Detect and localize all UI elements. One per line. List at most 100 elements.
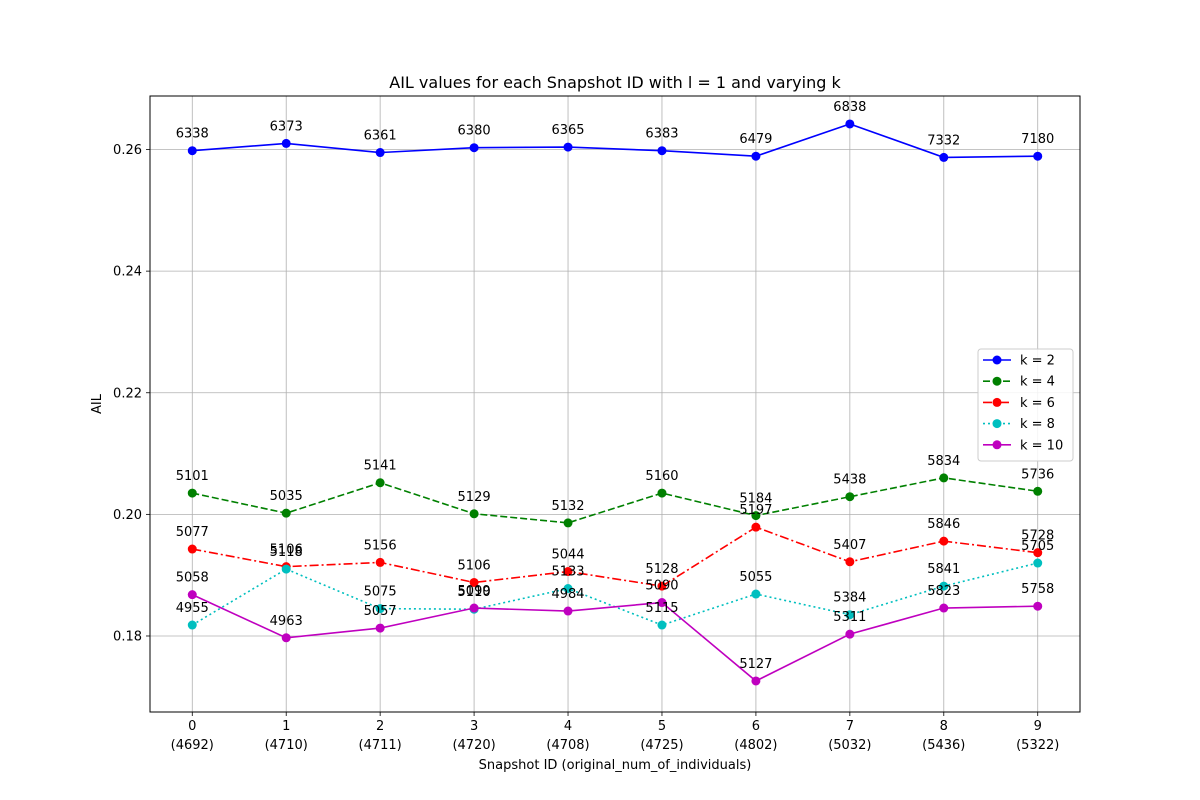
data-point [469,577,479,587]
data-label: 6338 [176,127,209,142]
data-point [469,603,479,613]
data-point [939,473,949,483]
x-tick-label: 4 [564,719,572,734]
x-tick-sublabel: (4708) [546,738,589,753]
data-label: 5132 [551,499,584,514]
data-label: 5077 [176,525,209,540]
legend-box [977,348,1074,462]
data-point [845,610,855,620]
data-point [657,620,667,630]
data-label: 7332 [927,133,960,148]
data-label: 6373 [270,119,303,134]
legend-label: k = 6 [1020,396,1055,411]
series-line-k10 [191,593,1038,682]
data-label: 5728 [1021,529,1054,544]
legend-marker [992,419,1002,429]
x-tick-sublabel: (5322) [1016,738,1059,753]
x-tick-sublabel: (4725) [640,738,683,753]
x-tick-sublabel: (4711) [359,738,402,753]
data-label: 5141 [364,459,397,474]
data-label: 5156 [364,538,397,553]
x-tick-sublabel: (4710) [265,738,308,753]
series-line-k2 [192,123,1038,159]
y-tick-label: 0.22 [113,386,142,401]
y-tick-label: 0.24 [113,265,142,280]
data-point [563,142,573,152]
data-point [187,146,197,156]
data-point [281,633,291,643]
data-point [845,629,855,639]
data-label: 5311 [833,610,866,625]
plot-frame [149,95,1081,713]
data-label: 5106 [270,543,303,558]
data-point [751,511,761,521]
data-label: 5055 [739,570,772,585]
data-label: 5834 [927,454,960,469]
data-label: 6383 [645,127,678,142]
data-label: 5846 [927,517,960,532]
x-tick-label: 6 [752,719,760,734]
data-point [187,620,197,630]
y-tick-label: 0.20 [113,508,142,523]
series-layer [187,119,1043,686]
data-label: 5384 [833,591,866,606]
legend-marker [992,355,1002,365]
x-axis-label: Snapshot ID (original_num_of_individuals… [479,758,752,773]
legend-label: k = 10 [1020,438,1063,453]
y-tick-label: 0.18 [113,629,142,644]
data-point [751,151,761,161]
data-point [1033,548,1043,558]
legend-marker [992,397,1002,407]
series-line-k6 [192,526,1038,587]
data-point [845,119,855,129]
x-tick-sublabel: (5032) [828,738,871,753]
x-tick-label: 2 [376,719,384,734]
data-label: 5197 [739,503,772,518]
legend-label: k = 2 [1020,354,1055,369]
x-tick-label: 9 [1034,719,1042,734]
data-point [375,623,385,633]
annotation-layer: 6338 6373 6361 6380 6365 6383 6479 6838 7332 7180… [176,100,1055,672]
data-point [1033,486,1043,496]
data-label: 5184 [739,492,772,507]
data-label: 5057 [364,604,397,619]
data-point [657,581,667,591]
data-point [939,152,949,162]
data-label: 5823 [927,584,960,599]
data-label: 4955 [176,601,209,616]
data-label: 5160 [645,469,678,484]
data-point [375,148,385,158]
data-label: 5133 [551,565,584,580]
y-tick-label: 0.26 [113,143,142,158]
x-tick-label: 7 [846,719,854,734]
data-label: 7180 [1021,132,1054,147]
data-label: 4963 [270,614,303,629]
legend-label: k = 4 [1020,375,1055,390]
tick-layer: 0 (4692) 1 (4710) 2 (4711) 3 (4720) 4 (4708) 5 (472… [113,143,1059,753]
data-point [845,492,855,502]
data-point [469,509,479,519]
x-tick-sublabel: (4692) [171,738,214,753]
data-label: 5058 [176,571,209,586]
data-label: 5841 [927,562,960,577]
data-point [187,488,197,498]
data-point [281,508,291,518]
data-point [1033,601,1043,611]
data-point [939,581,949,591]
data-point [1033,558,1043,568]
x-tick-sublabel: (5436) [922,738,965,753]
data-label: 6380 [458,124,491,139]
legend: k = 2 k = 4 k = 6 k = 8 k = 10 [977,348,1074,462]
x-tick-label: 8 [940,719,948,734]
data-label: 5705 [1021,539,1054,554]
data-point [281,564,291,574]
data-point [563,518,573,528]
data-point [751,589,761,599]
data-label: 5128 [645,562,678,577]
data-label: 5110 [458,585,491,600]
data-label: 5127 [739,657,772,672]
data-point [657,146,667,156]
data-point [1033,151,1043,161]
data-label: 4984 [551,587,584,602]
